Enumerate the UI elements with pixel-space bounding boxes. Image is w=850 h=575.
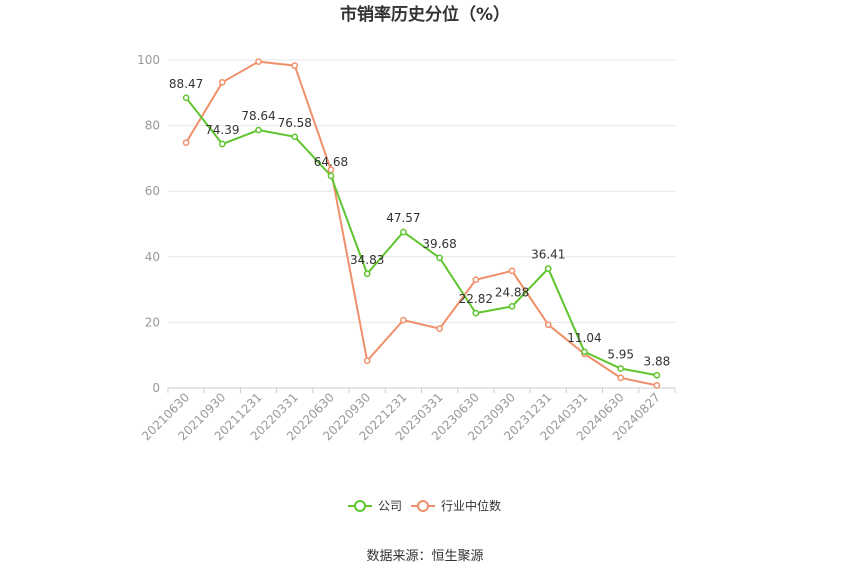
source-note: 数据来源：恒生聚源: [366, 549, 483, 564]
x-axis: 2021063020210930202112312022033120220630…: [139, 387, 676, 443]
y-tick-label: 20: [145, 315, 160, 329]
data-label: 64.68: [314, 155, 348, 169]
series-1-point[interactable]: [617, 374, 625, 382]
series-1-point[interactable]: [653, 382, 661, 389]
y-tick-label: 40: [145, 250, 160, 264]
data-label: 36.41: [531, 248, 565, 262]
plot-area: [182, 58, 661, 389]
series-0-point[interactable]: [255, 126, 262, 134]
data-label: 22.82: [459, 292, 493, 306]
series-1-point[interactable]: [255, 58, 262, 65]
series-0-point[interactable]: [472, 309, 480, 317]
y-tick-label: 80: [145, 119, 160, 133]
legend-marker: [417, 500, 429, 512]
series-0-point[interactable]: [508, 303, 516, 310]
data-label: 76.58: [278, 116, 312, 130]
legend-item-0[interactable]: 公司: [348, 499, 402, 513]
data-label: 47.57: [386, 211, 420, 225]
grid-layer: [168, 59, 675, 323]
series-1-point[interactable]: [218, 78, 226, 86]
series-0-point[interactable]: [436, 254, 443, 262]
series-1-point[interactable]: [544, 321, 552, 329]
data-label: 34.83: [350, 253, 384, 267]
data-label: 78.64: [241, 109, 275, 123]
legend-marker: [354, 500, 366, 512]
series-0-point[interactable]: [291, 133, 299, 141]
series-1-point[interactable]: [508, 267, 516, 275]
series-1-point[interactable]: [472, 276, 480, 284]
data-label: 11.04: [567, 331, 601, 345]
series-0-point[interactable]: [182, 94, 190, 102]
series-1-point[interactable]: [400, 316, 407, 324]
data-label: 5.95: [607, 347, 634, 361]
series-1-point[interactable]: [327, 166, 335, 174]
series-0-point[interactable]: [617, 365, 625, 372]
series-1-point[interactable]: [436, 325, 443, 332]
series-1-point[interactable]: [363, 357, 371, 365]
legend-label: 行业中位数: [441, 498, 501, 513]
legend-label: 公司: [378, 499, 402, 513]
series-0-point[interactable]: [544, 265, 552, 272]
series-0-point[interactable]: [363, 270, 371, 278]
series-0-point[interactable]: [400, 228, 407, 236]
series-0-point[interactable]: [218, 140, 226, 148]
series-0-point[interactable]: [581, 348, 588, 356]
series-1-point[interactable]: [182, 139, 190, 147]
series-1-point[interactable]: [291, 62, 299, 69]
data-label: 3.88: [644, 354, 671, 368]
data-label: 39.68: [422, 237, 456, 251]
y-tick-label: 100: [137, 53, 160, 67]
y-tick-label: 60: [145, 184, 160, 198]
data-label: 74.39: [205, 123, 239, 137]
legend-item-1[interactable]: 行业中位数: [411, 498, 501, 513]
series-line-0: [185, 97, 658, 377]
y-tick-label: 0: [152, 381, 160, 395]
series-0-point[interactable]: [327, 172, 335, 180]
data-label: 24.88: [495, 285, 529, 299]
data-label: 88.47: [169, 77, 203, 91]
series-0-point[interactable]: [653, 371, 661, 379]
series-line-1: [185, 60, 658, 387]
y-axis: 0 20 40 60 80 100: [137, 53, 160, 395]
legend[interactable]: 公司 行业中位数: [348, 498, 501, 513]
chart-title: 市销率历史分位（%）: [340, 4, 510, 25]
